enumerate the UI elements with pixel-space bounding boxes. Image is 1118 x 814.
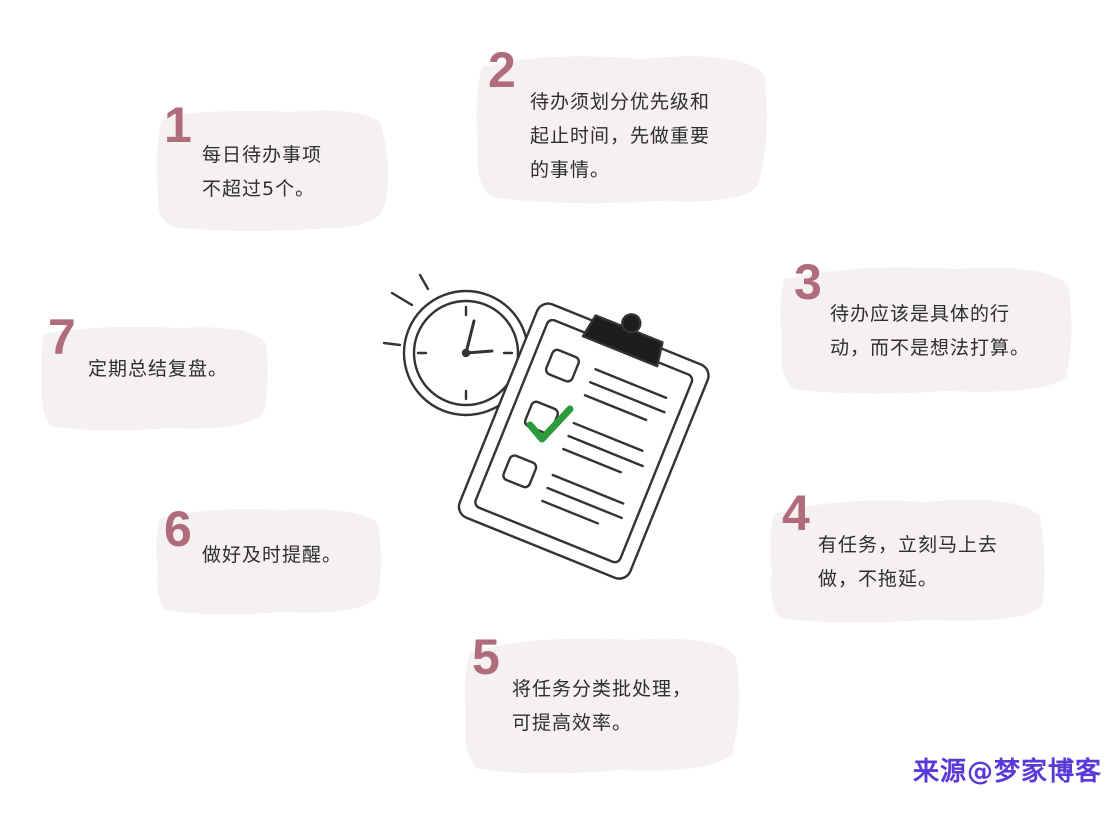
tip-number: 2 bbox=[488, 42, 516, 98]
tip-text-line: 做好及时提醒。 bbox=[202, 544, 343, 566]
tip-card-5: 5 将任务分类批处理， 可提高效率。 bbox=[460, 628, 742, 778]
illustration-svg bbox=[382, 273, 710, 580]
tip-text-line: 定期总结复盘。 bbox=[88, 358, 229, 380]
tip-text-line: 可提高效率。 bbox=[512, 712, 633, 734]
tip-text-line: 待办须划分优先级和 bbox=[530, 91, 711, 113]
tip-card-1: 1 每日待办事项 不超过5个。 bbox=[150, 100, 390, 235]
card-background bbox=[156, 110, 388, 231]
card-background bbox=[476, 56, 767, 204]
tip-text-line: 动，而不是想法打算。 bbox=[830, 337, 1031, 359]
card-background bbox=[41, 326, 268, 431]
tip-number: 7 bbox=[48, 309, 76, 365]
tip-text-line: 将任务分类批处理， bbox=[512, 678, 693, 700]
tip-card-3: 3 待办应该是具体的行 动，而不是想法打算。 bbox=[776, 255, 1076, 400]
watermark: 来源@梦家博客 bbox=[912, 757, 1102, 787]
tip-number: 4 bbox=[782, 485, 810, 541]
tip-number: 3 bbox=[794, 254, 822, 310]
tip-text-line: 不超过5个。 bbox=[202, 178, 316, 200]
tip-text-line: 待办应该是具体的行 bbox=[830, 303, 1011, 325]
tip-text-line: 做，不拖延。 bbox=[818, 568, 939, 590]
clipboard-checklist-with-clock-icon bbox=[370, 265, 710, 589]
tip-text-line: 有任务，立刻马上去 bbox=[818, 534, 999, 556]
card-background bbox=[770, 499, 1045, 623]
card-background bbox=[780, 267, 1072, 394]
card-background bbox=[156, 509, 381, 615]
tip-number: 1 bbox=[164, 97, 192, 153]
tip-card-7: 7 定期总结复盘。 bbox=[38, 312, 270, 436]
tip-text-line: 的事情。 bbox=[530, 159, 611, 181]
tip-card-4: 4 有任务，立刻马上去 做，不拖延。 bbox=[766, 488, 1048, 628]
tip-card-6: 6 做好及时提醒。 bbox=[152, 500, 384, 620]
tip-number: 5 bbox=[472, 629, 500, 685]
tip-card-2: 2 待办须划分优先级和 起止时间，先做重要 的事情。 bbox=[472, 45, 772, 210]
tip-text-line: 每日待办事项 bbox=[202, 144, 323, 166]
tip-text-line: 起止时间，先做重要 bbox=[530, 125, 711, 147]
card-background bbox=[464, 638, 740, 774]
checkmark-icon bbox=[526, 405, 574, 443]
tip-number: 6 bbox=[164, 501, 192, 557]
